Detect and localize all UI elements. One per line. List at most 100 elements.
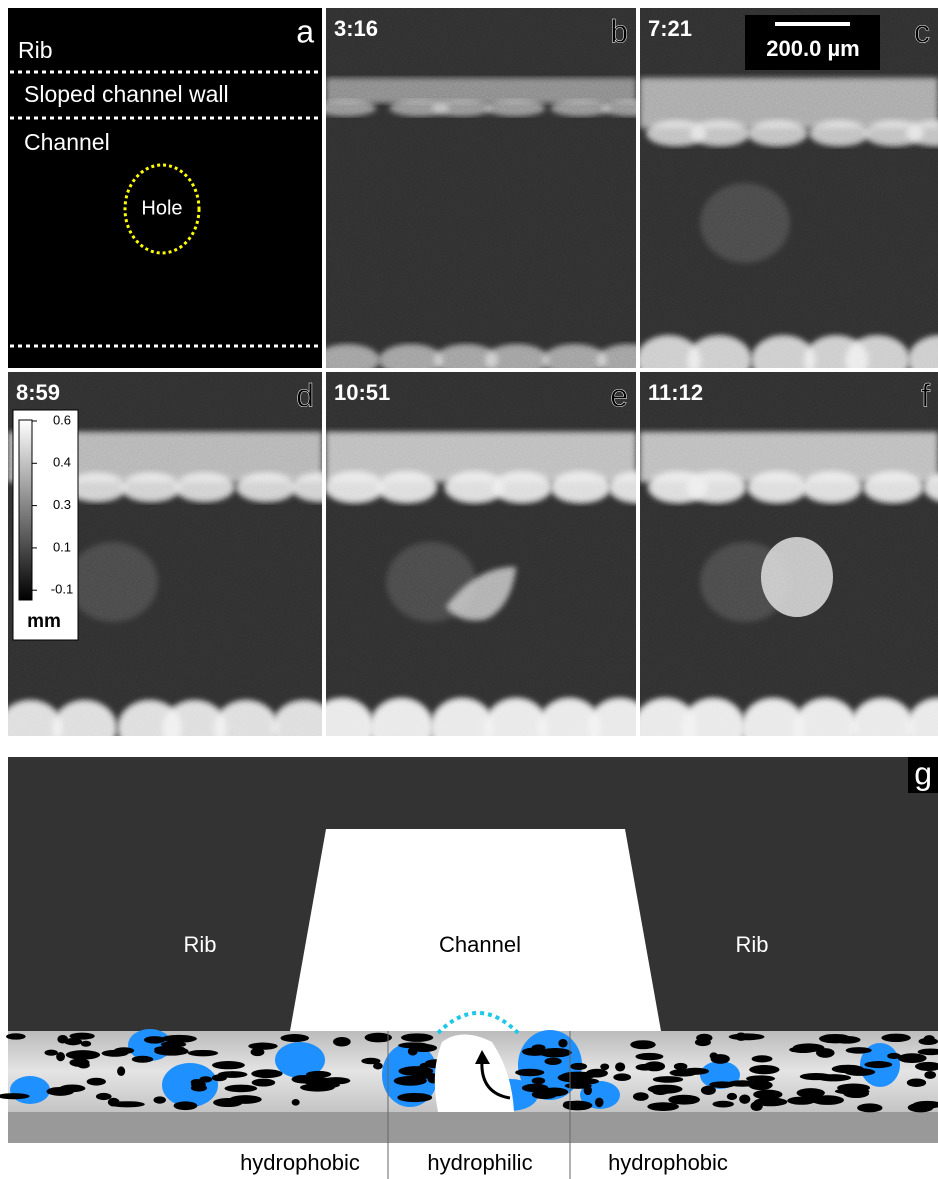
fiber xyxy=(787,1097,815,1105)
figure: RibSloped channel wallChannelHolea3:16b7… xyxy=(0,0,938,1179)
substrate xyxy=(8,1112,938,1143)
fiber xyxy=(333,1037,351,1047)
region-label: Rib xyxy=(18,37,53,63)
fiber xyxy=(251,1069,282,1078)
fiber xyxy=(584,1086,592,1095)
fiber xyxy=(857,1103,882,1112)
fiber xyxy=(793,1043,825,1052)
fiber xyxy=(398,1042,429,1048)
panel-image xyxy=(633,372,938,758)
panel-label: b xyxy=(610,13,628,49)
fiber xyxy=(515,1069,544,1076)
panel-image xyxy=(316,8,662,376)
fiber xyxy=(749,1065,779,1074)
fiber xyxy=(908,1103,934,1112)
colorbar-tick-label: -0.1 xyxy=(51,582,73,597)
fiber xyxy=(881,1034,910,1042)
fiber xyxy=(248,1043,277,1050)
time-stamp: 11:12 xyxy=(648,380,703,405)
fiber xyxy=(644,1061,665,1071)
panel-label: d xyxy=(296,377,314,413)
region-label: Rib xyxy=(183,932,216,957)
noise xyxy=(640,372,938,736)
fiber xyxy=(558,1039,567,1047)
fiber xyxy=(844,1068,875,1076)
fiber xyxy=(132,1056,153,1063)
fiber xyxy=(600,1063,609,1070)
colorbar-tick-label: 0.3 xyxy=(53,497,71,512)
fiber xyxy=(6,1033,26,1039)
fiber xyxy=(161,1035,197,1043)
panel: 3:16b xyxy=(316,8,662,376)
region-label: Rib xyxy=(735,932,768,957)
fiber xyxy=(102,1050,129,1057)
fiber xyxy=(846,1047,872,1054)
colorbar-tick-label: 0.4 xyxy=(53,455,71,470)
region-label: Channel xyxy=(439,932,521,957)
zone-label: hydrophobic xyxy=(608,1150,728,1175)
fiber xyxy=(864,1061,892,1068)
fiber xyxy=(595,1098,604,1108)
fiber xyxy=(711,1054,730,1064)
scale-bar-label: 200.0 µm xyxy=(766,36,859,61)
fiber xyxy=(532,1077,546,1084)
region-label: Hole xyxy=(141,197,182,219)
fiber xyxy=(544,1057,561,1065)
fiber xyxy=(252,1079,276,1087)
fiber xyxy=(653,1076,683,1083)
fiber xyxy=(81,1041,91,1047)
panel: 11:12 f xyxy=(633,372,938,758)
fiber xyxy=(532,1090,558,1099)
panel-label: f xyxy=(921,377,930,413)
fiber xyxy=(110,1101,145,1107)
fiber xyxy=(695,1039,711,1047)
fiber xyxy=(924,1035,935,1042)
fiber xyxy=(412,1073,439,1079)
fiber xyxy=(522,1048,548,1056)
water-cluster xyxy=(162,1063,218,1107)
fiber xyxy=(117,1066,125,1076)
channel xyxy=(290,829,661,1031)
fiber xyxy=(748,1080,772,1090)
fiber xyxy=(64,1038,82,1045)
fiber xyxy=(154,1046,185,1053)
fiber xyxy=(735,1032,746,1040)
fiber xyxy=(44,1050,57,1056)
panel-label: a xyxy=(296,13,314,49)
fiber xyxy=(751,1101,763,1111)
fiber xyxy=(727,1093,737,1100)
panel: 10:51e xyxy=(310,372,668,758)
time-stamp: 8:59 xyxy=(16,380,60,405)
fiber xyxy=(613,1073,631,1081)
colorbar xyxy=(19,420,32,600)
fiber xyxy=(633,1092,649,1101)
fiber xyxy=(563,1101,593,1111)
fiber xyxy=(670,1069,698,1077)
fiber xyxy=(668,1095,700,1105)
fiber xyxy=(191,1079,203,1085)
fiber xyxy=(652,1088,668,1095)
fiber xyxy=(752,1055,773,1062)
fiber xyxy=(709,1081,735,1088)
fiber xyxy=(59,1084,85,1092)
fiber xyxy=(907,1078,926,1087)
fiber xyxy=(570,1063,587,1070)
panel-label: g xyxy=(914,755,932,791)
fiber xyxy=(739,1095,750,1104)
fiber xyxy=(558,1073,587,1082)
water-cluster xyxy=(10,1076,50,1104)
fiber xyxy=(898,1053,927,1063)
fiber xyxy=(837,1084,870,1093)
time-stamp: 10:51 xyxy=(334,380,390,405)
fiber xyxy=(753,1090,782,1100)
colorbar-tick-label: 0.6 xyxy=(53,412,71,427)
fiber xyxy=(401,1033,433,1042)
fiber xyxy=(303,1077,335,1086)
fiber xyxy=(630,1040,655,1049)
fiber xyxy=(212,1061,245,1069)
fiber xyxy=(87,1078,106,1086)
fiber xyxy=(924,1071,936,1079)
fiber xyxy=(66,1050,100,1059)
fiber xyxy=(153,1096,165,1103)
